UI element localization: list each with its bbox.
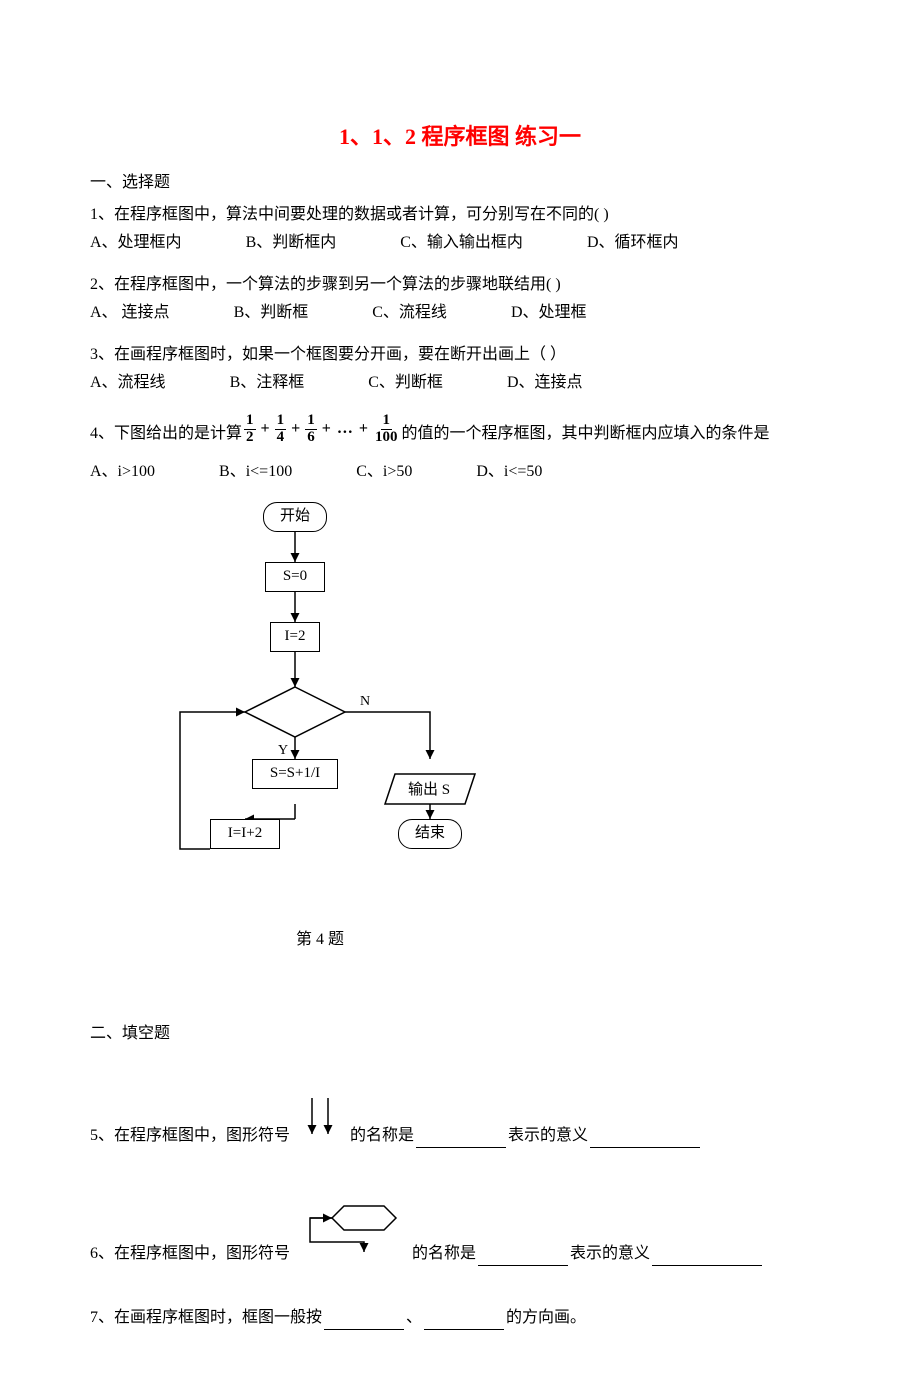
q4-flowchart: Y N 输出 S 开始 S=0 I=2 S=S+1/I I=I+2 结束: [140, 502, 500, 922]
node-s0-label: S=0: [283, 565, 307, 588]
q1-opt-b: B、判断框内: [246, 231, 337, 255]
label-N: N: [360, 694, 370, 709]
q1-options: A、处理框内 B、判断框内 C、输入输出框内 D、循环框内: [90, 231, 830, 255]
plus-icon: +: [322, 417, 331, 441]
q4-opt-b: B、i<=100: [219, 460, 292, 484]
q7-blank-2: [424, 1312, 504, 1330]
q3-opt-a: A、流程线: [90, 371, 166, 395]
node-out-label: 输出 S: [408, 781, 450, 798]
flowline-down-icon: [296, 1096, 344, 1140]
q7-sep: 、: [406, 1306, 422, 1330]
q2-opt-b: B、判断框: [234, 301, 309, 325]
q4-prefix: 4、下图给出的是计算: [90, 422, 242, 446]
page-title: 1、1、2 程序框图 练习一: [90, 120, 830, 153]
label-Y: Y: [278, 743, 288, 758]
q5: 5、在程序框图中，图形符号 的名称是 表示的意义: [90, 1096, 830, 1148]
plus-icon: +: [291, 417, 300, 441]
q3-opt-c: C、判断框: [368, 371, 443, 395]
q5-mid2: 表示的意义: [508, 1124, 588, 1148]
q4-text: 4、下图给出的是计算 12 + 14 + 16 + … + 1100 的值的一个…: [90, 413, 830, 446]
section-2-header: 二、填空题: [90, 1022, 830, 1046]
node-s0: S=0: [265, 562, 325, 592]
node-i2: I=2: [270, 622, 320, 652]
node-end: 结束: [398, 819, 462, 849]
q5-symbol: [296, 1096, 344, 1148]
q3-text: 3、在画程序框图时，如果一个框图要分开画，要在断开出画上（ ）: [90, 343, 830, 367]
flowchart-caption: 第 4 题: [140, 928, 500, 952]
q4-opt-d: D、i<=50: [476, 460, 542, 484]
q4-options: A、i>100 B、i<=100 C、i>50 D、i<=50: [90, 460, 830, 484]
section-1-header: 一、选择题: [90, 171, 830, 195]
node-ssi-label: S=S+1/I: [270, 762, 320, 785]
node-ii2-label: I=I+2: [228, 822, 262, 845]
q7-suffix: 的方向画。: [506, 1306, 586, 1330]
q2-opt-c: C、流程线: [372, 301, 447, 325]
q2-opt-a: A、 连接点: [90, 301, 170, 325]
q5-mid: 的名称是: [350, 1124, 414, 1148]
q6-symbol: [296, 1198, 406, 1266]
node-start-label: 开始: [280, 505, 310, 528]
q4-suffix: 的值的一个程序框图，其中判断框内应填入的条件是: [402, 422, 770, 446]
q6-blank-1: [478, 1248, 568, 1266]
node-start: 开始: [263, 502, 327, 532]
frac-1-2: 12: [244, 413, 256, 446]
q5-prefix: 5、在程序框图中，图形符号: [90, 1124, 290, 1148]
q1-text: 1、在程序框图中，算法中间要处理的数据或者计算，可分别写在不同的( ): [90, 203, 830, 227]
q3-options: A、流程线 B、注释框 C、判断框 D、连接点: [90, 371, 830, 395]
q4-formula: 12 + 14 + 16 + … + 1100: [242, 413, 402, 446]
q7-blank-1: [324, 1312, 404, 1330]
plus-icon: +: [261, 417, 270, 441]
frac-1-4: 14: [275, 413, 287, 446]
q5-blank-1: [416, 1130, 506, 1148]
q6-mid2: 表示的意义: [570, 1242, 650, 1266]
q2-opt-d: D、处理框: [511, 301, 587, 325]
node-i2-label: I=2: [285, 625, 306, 648]
frac-1-100: 1100: [373, 413, 400, 446]
frac-1-6: 16: [305, 413, 317, 446]
q5-blank-2: [590, 1130, 700, 1148]
plus-icon: +: [359, 417, 368, 441]
q1-opt-d: D、循环框内: [587, 231, 679, 255]
q1-opt-a: A、处理框内: [90, 231, 182, 255]
q1-opt-c: C、输入输出框内: [400, 231, 523, 255]
q4-opt-c: C、i>50: [356, 460, 412, 484]
loop-hexagon-icon: [296, 1198, 406, 1258]
q6-prefix: 6、在程序框图中，图形符号: [90, 1242, 290, 1266]
q4-opt-a: A、i>100: [90, 460, 155, 484]
ellipsis: …: [337, 417, 353, 441]
q7-prefix: 7、在画程序框图时，框图一般按: [90, 1306, 322, 1330]
q3-opt-b: B、注释框: [230, 371, 305, 395]
q6: 6、在程序框图中，图形符号 的名称是 表示的意义: [90, 1198, 830, 1266]
node-ii2: I=I+2: [210, 819, 280, 849]
q2-options: A、 连接点 B、判断框 C、流程线 D、处理框: [90, 301, 830, 325]
q2-text: 2、在程序框图中，一个算法的步骤到另一个算法的步骤地联结用( ): [90, 273, 830, 297]
q6-mid: 的名称是: [412, 1242, 476, 1266]
q3-opt-d: D、连接点: [507, 371, 583, 395]
node-ssi: S=S+1/I: [252, 759, 338, 789]
q6-blank-2: [652, 1248, 762, 1266]
q7: 7、在画程序框图时，框图一般按 、 的方向画。: [90, 1306, 830, 1330]
node-end-label: 结束: [415, 822, 445, 845]
